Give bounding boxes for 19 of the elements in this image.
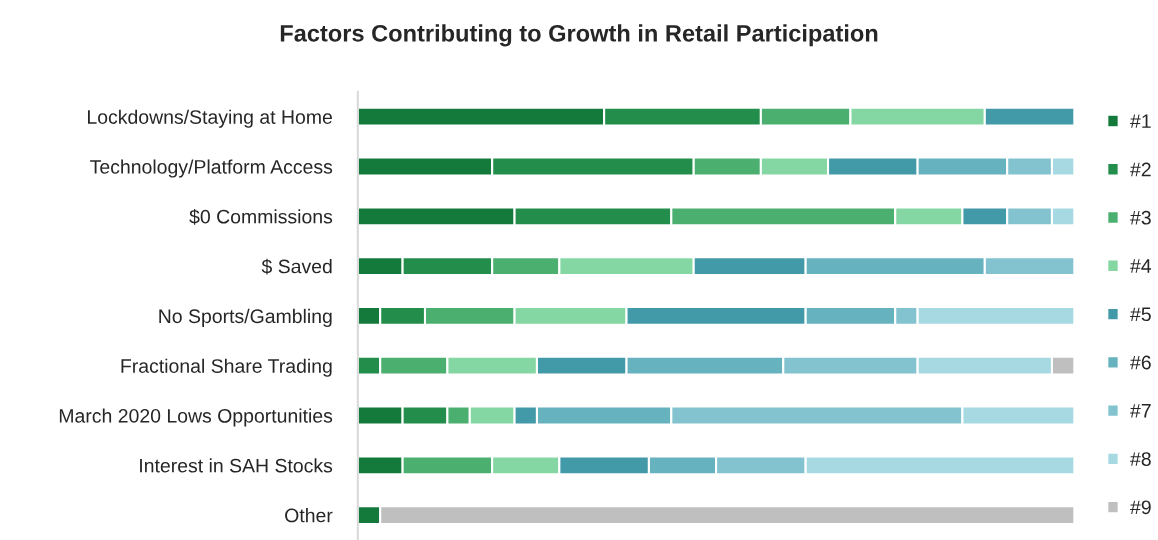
legend-label: #3 xyxy=(1130,210,1151,225)
y-tick-label: Technology/Platform Access xyxy=(90,159,333,178)
y-tick-label: No Sports/Gambling xyxy=(159,308,332,327)
legend-label: #1 xyxy=(1130,114,1151,128)
legend-label: #9 xyxy=(1130,500,1151,515)
y-tick-label: Other xyxy=(285,508,333,523)
y-tick-label: Fractional Share Trading xyxy=(121,358,332,377)
legend-label: #2 xyxy=(1130,162,1151,177)
legend-label: #8 xyxy=(1130,452,1151,466)
y-tick-label: $ Saved xyxy=(261,258,332,275)
legend-label: #6 xyxy=(1130,355,1151,370)
y-tick-label: $0 Commissions xyxy=(189,208,333,225)
chart-title: Factors Contributing to Growth in Retail Participation xyxy=(280,24,878,47)
legend-label: #4 xyxy=(1130,259,1152,273)
legend-label: #5 xyxy=(1130,307,1151,322)
y-tick-label: Interest in SAH Stocks xyxy=(140,458,333,473)
y-tick-label: March 2020 Lows Opportunities xyxy=(59,408,333,427)
legend-label: #7 xyxy=(1130,404,1151,418)
y-tick-label: Lockdowns/Staying at Home xyxy=(88,109,332,128)
